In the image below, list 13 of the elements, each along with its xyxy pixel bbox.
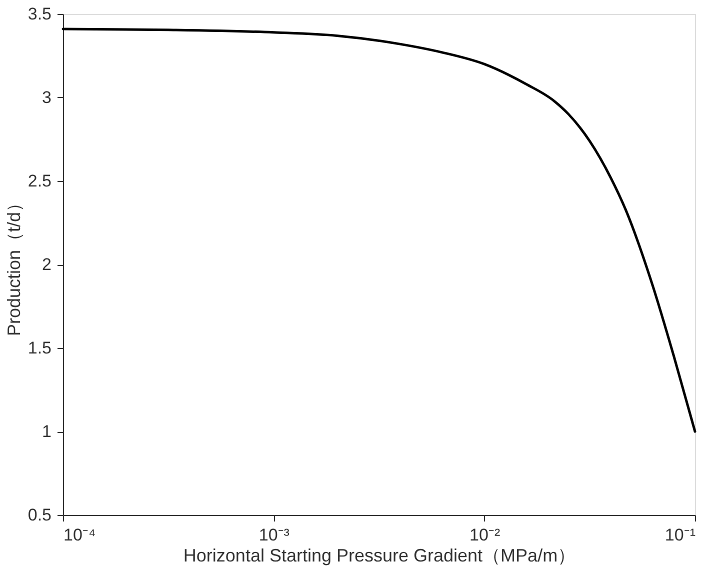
y-tick-label: 1: [42, 422, 52, 441]
y-tick-label: 1.5: [28, 338, 52, 358]
y-axis-title: Production（t/d）: [4, 194, 24, 336]
x-tick-label: 10⁻¹: [664, 526, 696, 544]
y-tick-label: 2: [42, 255, 52, 274]
y-tick-label: 2.5: [28, 172, 52, 190]
x-axis-title: Horizontal Starting Pressure Gradient（MPa/m）: [183, 546, 576, 566]
y-tick-label: 3.5: [28, 4, 52, 24]
x-tick-label: 10⁻⁴: [64, 526, 96, 544]
y-tick-label: 0.5: [28, 506, 52, 524]
x-tick-label: 10⁻³: [258, 526, 290, 544]
y-tick-label: 3: [42, 88, 52, 107]
x-tick-label: 10⁻²: [470, 526, 500, 544]
